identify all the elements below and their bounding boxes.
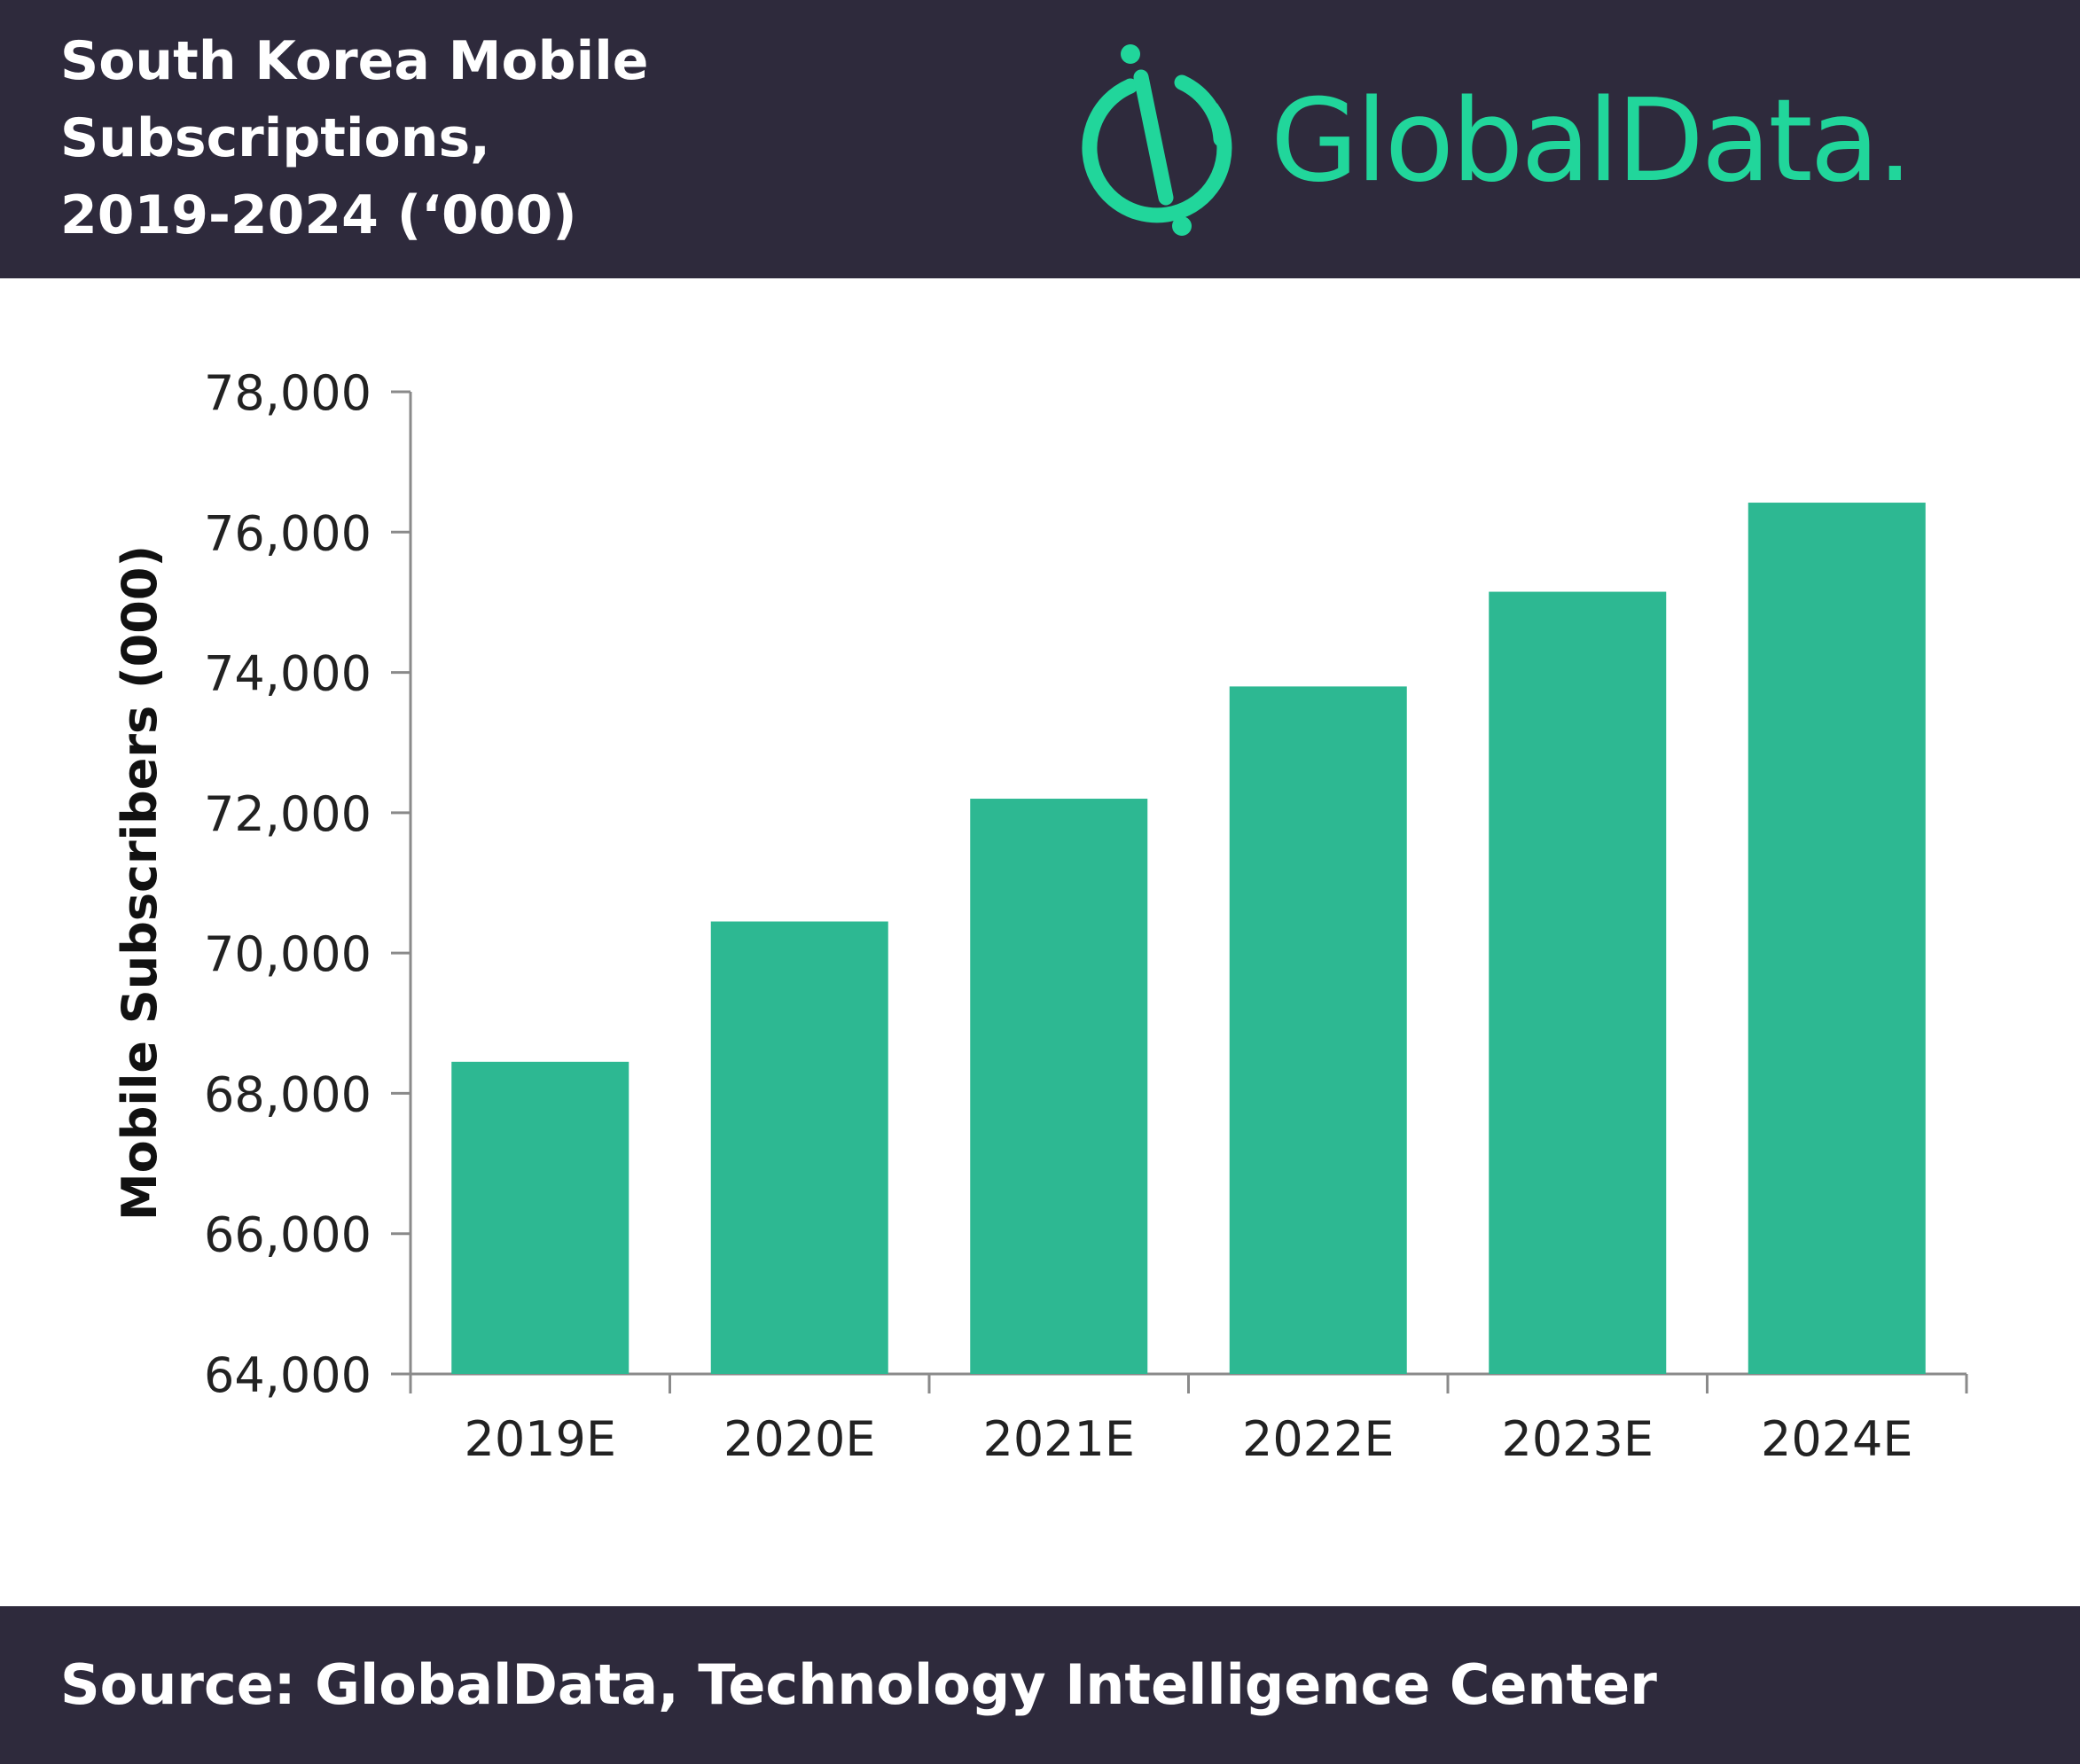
bar-2021E: [970, 799, 1148, 1374]
y-axis-title: Mobile Subscribers (000): [112, 545, 168, 1221]
globaldata-logo-icon: [1082, 44, 1232, 236]
y-tick-label: 64,000: [204, 1347, 371, 1403]
x-tick-label: 2020E: [723, 1411, 876, 1467]
x-tick-label: 2019E: [464, 1411, 616, 1467]
bar-2019E: [451, 1061, 629, 1374]
x-tick-label: 2022E: [1242, 1411, 1395, 1467]
y-tick-label: 76,000: [204, 505, 371, 561]
globaldata-logo: GlobalData.: [1077, 40, 2044, 239]
y-tick-label: 66,000: [204, 1207, 371, 1263]
x-tick-label: 2021E: [982, 1411, 1135, 1467]
bar-2020E: [710, 921, 888, 1374]
logo-text: GlobalData.: [1271, 75, 1913, 207]
bar-2023E: [1489, 591, 1667, 1374]
x-tick-label: 2023E: [1501, 1411, 1654, 1467]
bar-2024E: [1748, 503, 1926, 1374]
chart-area: 64,000 66,000 68,000 70,000 72,000 74,000 76,0…: [0, 278, 2080, 1604]
y-tick-label: 78,000: [204, 365, 371, 421]
header-banner: South Korea Mobile Subscriptions, 2019-2…: [0, 0, 2080, 278]
y-tick-label: 74,000: [204, 646, 371, 702]
y-tick-label: 70,000: [204, 926, 371, 982]
y-tick-label: 72,000: [204, 786, 371, 842]
chart-title: South Korea Mobile Subscriptions, 2019-2…: [60, 30, 649, 246]
bar-2022E: [1229, 686, 1407, 1374]
footer-banner: Source: GlobalData, Technology Intellige…: [0, 1606, 2080, 1764]
y-tick-label: 68,000: [204, 1066, 371, 1122]
x-tick-label: 2024E: [1761, 1411, 1913, 1467]
source-note: Source: GlobalData, Technology Intellige…: [60, 1652, 1657, 1717]
bar-chart: 64,000 66,000 68,000 70,000 72,000 74,000 76,0…: [112, 365, 1968, 1467]
